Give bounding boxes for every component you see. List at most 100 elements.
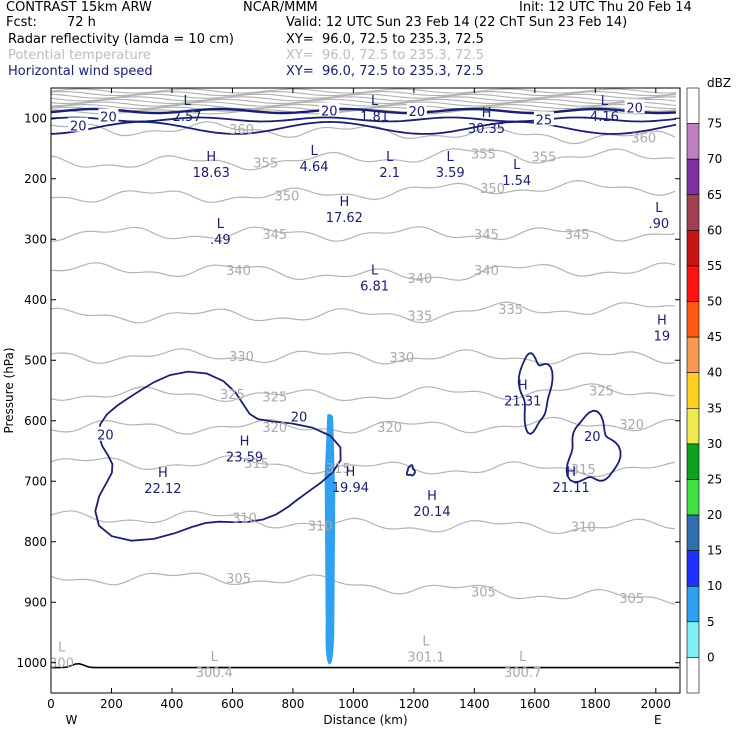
colorbar-tick-label: 25	[707, 472, 722, 486]
x-tick-label: 1400	[459, 697, 490, 711]
axes: 0 200 400 600 800 1000 1200 1400 1600 1800 2000 100…	[2, 88, 680, 727]
plot-border	[50, 87, 681, 694]
theta-label: 315	[326, 462, 351, 477]
wind-extremum-marker: H	[206, 150, 216, 165]
y-tick-label: 600	[24, 414, 47, 428]
theta-extremum-marker: L	[422, 635, 430, 650]
theta-label: 310	[308, 519, 333, 534]
colorbar-swatch	[686, 336, 700, 374]
field-xy-reflectivity: XY= 96.0, 72.5 to 235.3, 72.5	[286, 32, 484, 47]
wind-extremum-marker: H	[339, 195, 349, 210]
wind-contour-20-center	[517, 352, 554, 436]
wind-extremum-value: 3.59	[436, 166, 465, 181]
wind-extremum-marker: H	[427, 489, 437, 504]
wind-extremum-value: 2.1	[379, 166, 400, 181]
init-time: Init: 12 UTC Thu 20 Feb 14	[519, 0, 692, 15]
theta-label: 305	[471, 585, 496, 600]
colorbar-tick-label: 70	[707, 152, 722, 166]
theta-contour-335	[50, 301, 676, 324]
y-tick-label: 400	[24, 293, 47, 307]
wind-extremum-value: 18.63	[193, 166, 230, 181]
colorbar-swatch	[686, 230, 700, 267]
colorbar-swatch	[686, 621, 700, 658]
theta-label: 355	[532, 150, 557, 165]
wind-label-bg	[406, 102, 427, 117]
colorbar-swatch	[686, 585, 700, 623]
wind-extremum-value: 2.57	[173, 110, 202, 125]
theta-label: 335	[498, 303, 523, 318]
theta-label: 340	[474, 264, 499, 279]
field-name-reflectivity: Radar reflectivity (lamda = 10 cm)	[8, 32, 234, 47]
theta-label: 305	[619, 592, 644, 607]
theta-label: 330	[229, 350, 254, 365]
wind-extremum-value: 23.59	[226, 451, 263, 466]
x-tick-label: 0	[47, 697, 55, 711]
theta-label: 305	[226, 572, 251, 587]
upper-theta-line	[50, 93, 677, 99]
wind-extremum-marker: L	[386, 150, 394, 165]
x-tick-label: 200	[100, 697, 123, 711]
wind-label-bg	[533, 111, 554, 126]
wind-extremum-marker: H	[482, 106, 492, 121]
theta-contour-325	[50, 383, 676, 403]
wind-contour-label: 20	[70, 120, 87, 135]
theta-contour-305	[50, 572, 676, 606]
wind-contour-label: 20	[321, 104, 338, 119]
theta-label: 310	[232, 512, 257, 527]
wind-jet-line	[50, 116, 677, 123]
wind-extremum-value: 1.54	[502, 174, 531, 189]
wind-extremum-value: .49	[210, 233, 231, 248]
wind-jet-line	[50, 120, 677, 135]
plot-frame	[50, 87, 681, 694]
wind-contours	[50, 107, 677, 542]
theta-extremum-value: 300	[49, 657, 74, 672]
colorbar-swatch	[686, 194, 700, 231]
colorbar-tick-label: 55	[707, 259, 722, 273]
theta-label: 345	[474, 228, 499, 243]
x-tick-label: 1000	[338, 697, 369, 711]
colorbar-tick-label: 40	[707, 366, 722, 380]
theta-contour-355	[50, 148, 676, 171]
theta-contour-350	[50, 179, 676, 203]
colorbar-swatch	[686, 301, 700, 338]
theta-label: 320	[619, 418, 644, 433]
wind-extremum-marker: H	[345, 465, 355, 480]
x-tick-label: 1200	[399, 697, 430, 711]
wind-label-bg	[319, 102, 340, 117]
theta-extremum-marker: L	[211, 650, 219, 665]
theta-contour-360	[50, 121, 676, 145]
upper-theta-line	[50, 104, 676, 110]
colorbar-swatch	[686, 87, 700, 124]
wind-extremum-marker: L	[183, 94, 191, 109]
wind-extremum-marker: L	[217, 217, 225, 232]
theta-contours	[50, 121, 679, 669]
theta-extremum-value: 300.7	[504, 666, 541, 681]
colorbar-swatch	[686, 514, 700, 551]
wind-extremum-marker: L	[601, 94, 609, 109]
x-tick-label: 400	[161, 697, 184, 711]
x-axis-west-label: W	[66, 713, 78, 727]
upper-theta-line	[50, 96, 677, 102]
colorbar-swatch	[686, 123, 700, 160]
wind-contour-label: 20	[97, 429, 114, 444]
theta-label: 355	[471, 147, 496, 162]
field-xy-theta: XY= 96.0, 72.5 to 235.3, 72.5	[286, 48, 484, 63]
x-tick-label: 1600	[520, 697, 551, 711]
colorbar-tick-label: 5	[707, 615, 715, 629]
y-tick-label: 100	[24, 111, 47, 125]
colorbar-tick-label: 15	[707, 544, 722, 558]
wind-extremum-marker: H	[657, 314, 667, 329]
colorbar-swatch	[686, 443, 700, 480]
wind-contour-label: 20	[291, 411, 308, 426]
wind-extremum-value: 6.81	[360, 279, 389, 294]
colorbar-tick-label: 65	[707, 188, 722, 202]
wind-extremum-value: 22.12	[144, 482, 181, 497]
valid-time: Valid: 12 UTC Sun 23 Feb 14 (22 ChT Sun …	[286, 15, 628, 30]
colorbar-swatch	[686, 657, 700, 694]
forecast-hours: 72 h	[67, 15, 96, 30]
x-axis-title: Distance (km)	[323, 713, 407, 727]
theta-label: 350	[480, 182, 505, 197]
colorbar-tick-label: 0	[707, 650, 715, 664]
theta-extremum-value: 300.4	[196, 666, 233, 681]
wind-label-bg	[95, 426, 116, 441]
